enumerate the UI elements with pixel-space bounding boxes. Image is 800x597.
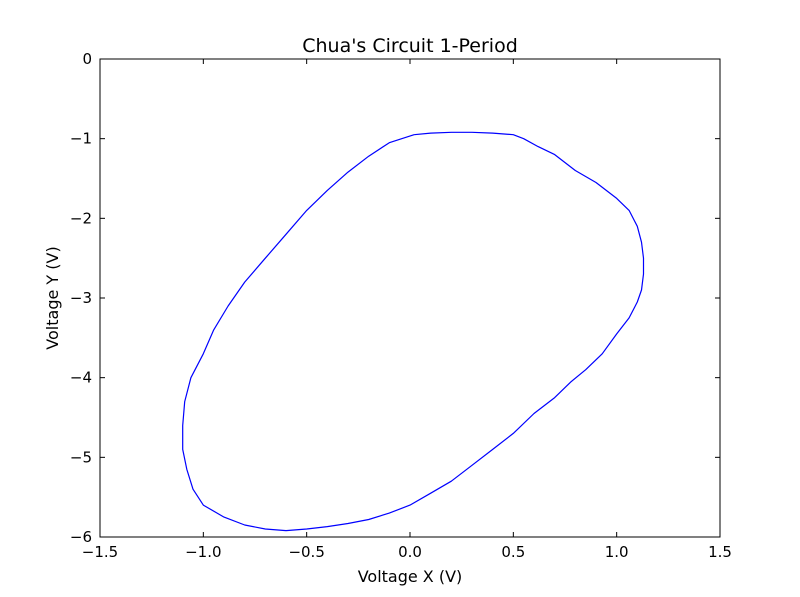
series-line-0 <box>182 131 645 532</box>
y-axis: 0 −1 −2 −3 −4 −5 −6 <box>70 50 720 546</box>
plot-area <box>182 131 645 532</box>
x-tick-label: 1.0 <box>605 543 629 561</box>
x-axis: −1.5 −1.0 −0.5 0.0 0.5 1.0 1.5 <box>82 59 732 561</box>
x-axis-label: Voltage X (V) <box>358 567 463 586</box>
x-tick-label: −0.5 <box>288 543 324 561</box>
x-tick-label: 0.5 <box>501 543 525 561</box>
y-tick-label: −3 <box>70 289 92 307</box>
y-tick-label: −1 <box>70 130 92 148</box>
y-tick-label: −6 <box>70 528 92 546</box>
y-tick-label: −4 <box>70 369 92 387</box>
x-tick-label: −1.0 <box>185 543 221 561</box>
x-tick-label: 0.0 <box>398 543 422 561</box>
x-tick-label: 1.5 <box>708 543 732 561</box>
y-tick-label: 0 <box>82 50 92 68</box>
y-tick-label: −5 <box>70 448 92 466</box>
chart-title: Chua's Circuit 1-Period <box>302 35 518 57</box>
y-axis-label: Voltage Y (V) <box>43 246 62 349</box>
y-tick-label: −2 <box>70 209 92 227</box>
x-tick-label: −1.5 <box>82 543 118 561</box>
